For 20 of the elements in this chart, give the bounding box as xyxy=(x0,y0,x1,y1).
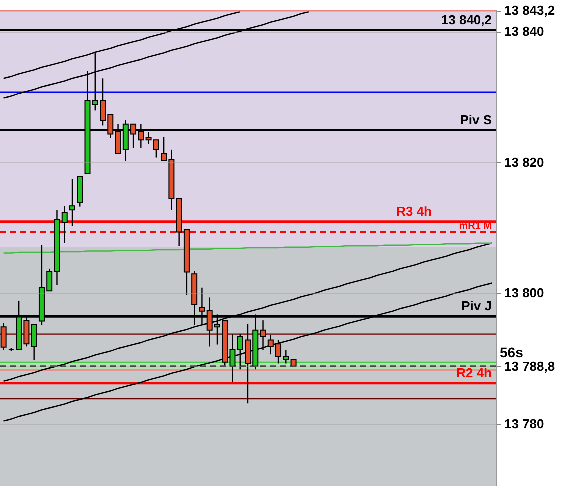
candlestick xyxy=(69,178,76,228)
y-tick-label: 13 840 xyxy=(504,24,544,40)
ref-line-label: R2 4h xyxy=(456,365,492,380)
y-tick-label: 13 780 xyxy=(504,416,544,432)
ref-line-label: 13 840,2 xyxy=(441,12,492,28)
line-series xyxy=(3,282,493,422)
y-tick-label: 13 843,2 xyxy=(504,3,556,18)
ref-line-label: Piv J xyxy=(462,298,492,314)
candlestick xyxy=(0,322,7,351)
band-label: 56s xyxy=(500,344,524,360)
y-tick-label: 13 800 xyxy=(504,286,544,301)
ref-line-label: R3 4h xyxy=(396,204,432,219)
ref-line-label: Piv S xyxy=(460,112,492,128)
candlestick xyxy=(260,320,266,351)
candlestick xyxy=(31,324,38,362)
line-series xyxy=(3,242,493,382)
line-series xyxy=(3,242,493,254)
y-tick-label: 13 788,8 xyxy=(504,358,556,374)
y-tick-label: 13 820 xyxy=(504,154,544,170)
candlestick xyxy=(62,206,68,244)
